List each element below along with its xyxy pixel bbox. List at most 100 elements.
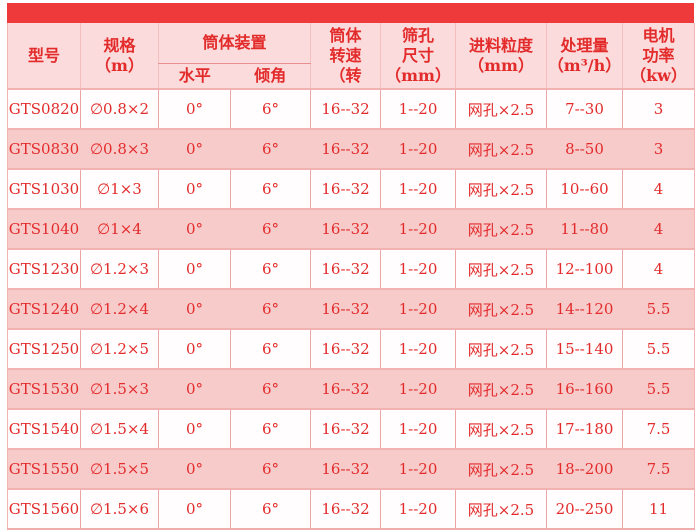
cell-horizontal: 0° (158, 129, 231, 169)
cell-spec: ∅1.5×3 (80, 369, 159, 409)
col-header-capacity: 处理量 （m³/h） (546, 23, 623, 89)
header-line: 转速 (329, 45, 362, 65)
cell-spec: ∅1×4 (80, 209, 159, 249)
cell-incline: 6° (229, 209, 311, 249)
col-header-cylinder-group: 筒体装置 (157, 23, 311, 64)
col-header-horizontal: 水平 (158, 63, 231, 89)
cell-feed: 网孔×2.5 (455, 249, 547, 289)
cell-horizontal: 0° (158, 169, 231, 209)
cell-horizontal: 0° (158, 289, 231, 329)
cell-incline: 6° (229, 329, 311, 369)
cell-horizontal: 0° (158, 329, 231, 369)
cell-horizontal: 0° (158, 89, 231, 129)
cell-sieve: 1--20 (380, 489, 456, 529)
header-line: 筒体 (329, 25, 362, 45)
cell-incline: 6° (229, 129, 311, 169)
col-header-power: 电机 功率 （kw） (622, 23, 695, 89)
header-line: （m³/h） (547, 55, 622, 75)
cell-sieve: 1--20 (380, 209, 456, 249)
cell-horizontal: 0° (158, 489, 231, 529)
cell-model: GTS1530 (8, 380, 80, 398)
cell-feed: 网孔×2.5 (455, 289, 547, 329)
cell-sieve: 1--20 (380, 89, 456, 129)
header-line: 处理量 (560, 35, 609, 55)
cell-speed: 16--32 (310, 169, 381, 209)
cell-feed: 网孔×2.5 (455, 129, 547, 169)
cell-spec: ∅1.2×3 (80, 249, 159, 289)
cell-spec: ∅0.8×3 (80, 129, 159, 169)
cell-feed: 网孔×2.5 (455, 169, 547, 209)
cell-incline: 6° (229, 169, 311, 209)
cell-speed: 16--32 (310, 89, 381, 129)
cell-sieve: 1--20 (380, 369, 456, 409)
cell-power: 11 (622, 489, 695, 529)
cell-sieve: 1--20 (380, 409, 456, 449)
page: 型号 规格 （m） 筒体装置 筒体 转速 （转 筛孔 尺寸 （mm） 进料粒度 (0, 3, 700, 530)
cell-incline: 6° (229, 89, 311, 129)
col-header-incline: 倾角 (230, 63, 311, 89)
cell-capacity: 12--100 (546, 249, 623, 289)
cell-sieve: 1--20 (380, 289, 456, 329)
cell-incline: 6° (229, 489, 311, 529)
cell-power: 4 (622, 209, 695, 249)
cell-model: GTS1540 (8, 420, 80, 438)
cell-model: GTS1550 (8, 460, 80, 478)
col-header-feed: 进料粒度 （mm） (455, 23, 547, 89)
cell-power: 7.5 (622, 449, 695, 489)
table-header: 型号 规格 （m） 筒体装置 筒体 转速 （转 筛孔 尺寸 （mm） 进料粒度 (7, 23, 695, 89)
cell-capacity: 11--80 (546, 209, 623, 249)
cell-capacity: 17--180 (546, 409, 623, 449)
cell-capacity: 20--250 (546, 489, 623, 529)
cell-model: GTS1240 (8, 300, 80, 318)
cell-feed: 网孔×2.5 (455, 89, 547, 129)
cell-model: GTS1040 (8, 220, 80, 238)
cell-spec: ∅0.8×2 (80, 89, 159, 129)
cell-capacity: 16--160 (546, 369, 623, 409)
col-header-model: 型号 (7, 23, 81, 89)
cell-power: 5.5 (622, 289, 695, 329)
cell-sieve: 1--20 (380, 129, 456, 169)
cell-spec: ∅1.5×6 (80, 489, 159, 529)
table-row: GTS0820 ∅0.8×2 0° 6° 16--32 1--20 网孔×2.5… (7, 89, 695, 129)
cell-feed: 网孔×2.5 (455, 409, 547, 449)
table-row: GTS1550 ∅1.5×5 0° 6° 16--32 1--20 网孔×2.5… (7, 449, 695, 489)
cell-speed: 16--32 (310, 409, 381, 449)
cell-model: GTS1560 (8, 500, 80, 518)
table-row: GTS1540 ∅1.5×4 0° 6° 16--32 1--20 网孔×2.5… (7, 409, 695, 449)
cell-spec: ∅1×3 (80, 169, 159, 209)
cell-capacity: 15--140 (546, 329, 623, 369)
header-line: 尺寸 (402, 45, 435, 65)
cell-capacity: 14--120 (546, 289, 623, 329)
cell-spec: ∅1.2×5 (80, 329, 159, 369)
cell-power: 4 (622, 169, 695, 209)
cell-spec: ∅1.2×4 (80, 289, 159, 329)
table-row: GTS1530 ∅1.5×3 0° 6° 16--32 1--20 网孔×2.5… (7, 369, 695, 409)
cell-spec: ∅1.5×5 (80, 449, 159, 489)
table-row: GTS1560 ∅1.5×6 0° 6° 16--32 1--20 网孔×2.5… (7, 489, 695, 529)
cell-capacity: 8--50 (546, 129, 623, 169)
header-line: （m） (95, 55, 144, 75)
cell-speed: 16--32 (310, 209, 381, 249)
cell-feed: 网孔×2.5 (455, 449, 547, 489)
spec-table: 型号 规格 （m） 筒体装置 筒体 转速 （转 筛孔 尺寸 （mm） 进料粒度 (7, 23, 696, 530)
cell-feed: 网孔×2.5 (455, 329, 547, 369)
header-line: （kw） (630, 65, 687, 85)
table-body: GTS0820 ∅0.8×2 0° 6° 16--32 1--20 网孔×2.5… (7, 89, 695, 529)
cell-incline: 6° (229, 369, 311, 409)
cell-speed: 16--32 (310, 289, 381, 329)
table-row: GTS0830 ∅0.8×3 0° 6° 16--32 1--20 网孔×2.5… (7, 129, 695, 169)
table-row: GTS1250 ∅1.2×5 0° 6° 16--32 1--20 网孔×2.5… (7, 329, 695, 369)
cell-speed: 16--32 (310, 249, 381, 289)
cell-speed: 16--32 (310, 329, 381, 369)
cell-power: 5.5 (622, 369, 695, 409)
cell-horizontal: 0° (158, 369, 231, 409)
cell-sieve: 1--20 (380, 449, 456, 489)
cell-model: GTS1230 (8, 260, 80, 278)
cell-capacity: 10--60 (546, 169, 623, 209)
cell-feed: 网孔×2.5 (455, 489, 547, 529)
col-header-sieve: 筛孔 尺寸 （mm） (380, 23, 456, 89)
cell-speed: 16--32 (310, 129, 381, 169)
cell-incline: 6° (229, 249, 311, 289)
cell-speed: 16--32 (310, 449, 381, 489)
cell-sieve: 1--20 (380, 249, 456, 289)
